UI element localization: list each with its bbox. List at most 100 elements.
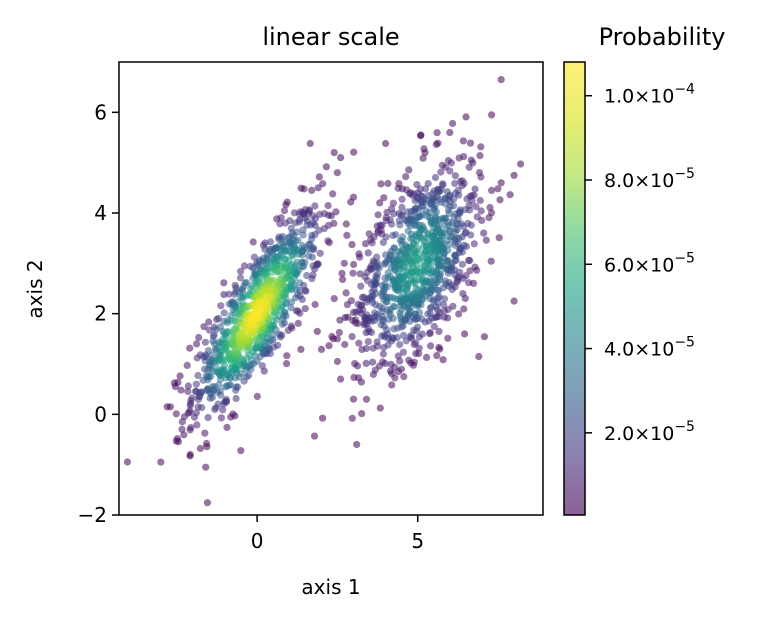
data-point: [303, 271, 311, 280]
data-point: [382, 139, 390, 148]
data-point: [192, 409, 200, 417]
data-point: [301, 305, 309, 313]
data-point: [214, 400, 222, 408]
data-point: [413, 260, 421, 268]
data-point: [364, 249, 372, 257]
data-point: [212, 362, 220, 370]
data-point: [465, 256, 473, 264]
data-point: [473, 213, 481, 221]
data-point: [324, 237, 332, 245]
data-point: [283, 352, 291, 360]
data-point: [193, 421, 201, 429]
data-point: [339, 275, 347, 283]
data-point: [497, 76, 505, 84]
data-point: [384, 179, 392, 188]
data-point: [449, 119, 457, 128]
data-point: [299, 231, 307, 239]
data-point: [297, 345, 305, 353]
data-point: [256, 304, 264, 312]
data-point: [427, 342, 435, 350]
data-point: [214, 314, 223, 322]
data-point: [431, 173, 440, 182]
data-point: [220, 279, 228, 287]
colorbar-tick-exponent: −5: [674, 250, 695, 266]
data-point: [510, 171, 518, 179]
data-point: [340, 259, 348, 267]
data-point: [362, 240, 370, 248]
data-point: [183, 361, 191, 369]
data-point: [349, 269, 357, 277]
data-point: [173, 435, 181, 443]
data-point: [309, 262, 317, 270]
data-point: [288, 252, 296, 260]
data-point: [373, 253, 381, 261]
data-point: [430, 322, 438, 331]
data-point: [417, 132, 425, 140]
data-point: [309, 271, 317, 279]
data-point: [452, 189, 460, 197]
data-point: [476, 196, 484, 205]
data-point: [186, 450, 194, 459]
data-point: [223, 423, 231, 431]
data-point: [341, 340, 349, 349]
data-point: [276, 220, 284, 228]
data-point: [313, 327, 321, 335]
data-point: [249, 238, 257, 246]
data-point: [510, 297, 518, 305]
colorbar-tick-exponent: −5: [674, 166, 695, 182]
data-point: [480, 229, 488, 237]
data-point: [283, 360, 291, 368]
data-point: [353, 440, 361, 449]
data-point: [305, 252, 313, 260]
data-point: [433, 352, 441, 360]
data-point: [455, 310, 463, 318]
data-point: [337, 375, 345, 383]
data-point: [243, 373, 251, 381]
data-point: [412, 350, 420, 358]
data-point: [295, 218, 303, 226]
data-point: [193, 340, 201, 348]
data-point: [330, 149, 338, 157]
colorbar-tick-label: 8.0×10−5: [604, 166, 695, 192]
data-point: [217, 302, 225, 310]
data-point: [198, 404, 206, 412]
data-point: [184, 382, 192, 390]
data-point: [330, 295, 338, 303]
data-point: [188, 394, 196, 402]
data-point: [369, 358, 377, 366]
data-point: [201, 338, 209, 346]
data-point: [396, 341, 404, 349]
data-point: [415, 344, 423, 352]
data-point: [356, 253, 364, 261]
data-point: [286, 217, 294, 225]
data-point: [333, 357, 341, 366]
data-point: [220, 309, 228, 317]
data-point: [423, 353, 431, 361]
data-point: [354, 320, 362, 328]
data-point: [205, 318, 213, 326]
y-axis-label: axis 2: [23, 259, 47, 318]
data-point: [392, 231, 400, 239]
data-point: [372, 289, 380, 297]
data-point: [439, 356, 447, 364]
data-point: [200, 323, 208, 331]
data-point: [440, 301, 448, 309]
data-point: [237, 447, 245, 455]
data-point: [390, 210, 398, 218]
data-point: [373, 338, 381, 346]
data-point: [320, 225, 328, 233]
colorbar-fill: [564, 62, 585, 515]
data-point: [357, 282, 365, 290]
data-point: [440, 313, 448, 321]
data-point: [359, 306, 367, 314]
data-point: [451, 179, 459, 188]
data-point: [258, 362, 266, 370]
data-point: [470, 240, 478, 248]
data-point: [417, 212, 425, 220]
x-axis-label: axis 1: [301, 575, 360, 599]
data-point: [219, 406, 227, 414]
data-point: [324, 202, 332, 210]
data-point: [389, 199, 397, 207]
data-point: [494, 185, 502, 193]
data-point: [238, 286, 247, 295]
